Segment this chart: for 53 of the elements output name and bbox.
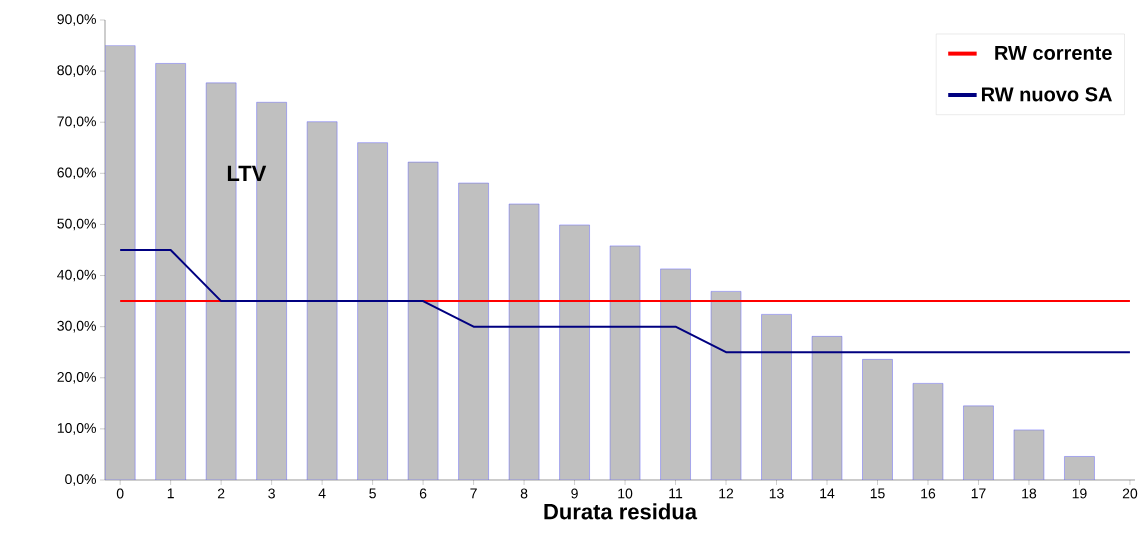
x-tick-label: 1 — [167, 488, 174, 499]
x-tick-label: 6 — [419, 488, 427, 499]
y-tick-label: 70,0% — [57, 116, 96, 128]
legend-label: RW nuovo SA — [981, 87, 1112, 102]
x-tick-label: 4 — [318, 488, 326, 499]
y-tick-label: 20,0% — [57, 371, 96, 384]
bar — [963, 405, 994, 480]
series-label: LTV — [227, 165, 267, 181]
bar — [508, 203, 540, 480]
y-tick-label: 10,0% — [57, 423, 96, 435]
bar — [105, 45, 136, 480]
x-tick-label: 15 — [870, 488, 885, 499]
x-tick-label: 7 — [470, 488, 477, 499]
bar — [559, 224, 590, 480]
y-tick-label: 30,0% — [57, 320, 96, 333]
bar — [1013, 429, 1045, 480]
x-tick-label: 20 — [1122, 488, 1138, 499]
x-tick-label: 13 — [769, 488, 784, 499]
x-tick-label: 10 — [618, 488, 633, 499]
bar — [407, 161, 439, 480]
x-tick-label: 11 — [669, 488, 683, 499]
bar — [912, 383, 944, 480]
x-tick-label: 16 — [921, 488, 936, 499]
bar — [710, 291, 742, 480]
bar — [609, 245, 641, 480]
y-tick-label: 80,0% — [57, 65, 96, 77]
bar — [660, 268, 691, 480]
bar — [862, 359, 893, 480]
x-tick-label: 14 — [820, 488, 835, 499]
y-tick-label: 40,0% — [57, 269, 96, 282]
x-tick-label: 9 — [571, 488, 578, 499]
x-tick-label: 3 — [268, 488, 275, 499]
y-tick-label: 0,0% — [65, 474, 96, 486]
y-tick-label: 90,0% — [57, 14, 96, 26]
bar — [306, 121, 338, 480]
x-tick-label: 8 — [520, 488, 528, 499]
bar — [1064, 456, 1095, 480]
x-tick-label: 12 — [719, 488, 734, 499]
bar — [811, 336, 843, 480]
legend-label: RW corrente — [995, 46, 1112, 60]
x-tick-label: 17 — [971, 488, 986, 499]
bar — [155, 63, 186, 480]
x-tick-label: 18 — [1022, 488, 1037, 499]
y-tick-label: 50,0% — [57, 218, 96, 231]
x-tick-label: 0 — [116, 488, 124, 499]
x-tick-label: 2 — [217, 488, 225, 499]
bar — [458, 182, 489, 480]
y-tick-label: 60,0% — [57, 167, 96, 180]
x-tick-label: 19 — [1072, 488, 1087, 499]
bar — [761, 314, 792, 480]
x-axis-title: Durata residua — [544, 503, 698, 520]
bar — [357, 142, 388, 480]
x-tick-label: 5 — [369, 488, 376, 499]
